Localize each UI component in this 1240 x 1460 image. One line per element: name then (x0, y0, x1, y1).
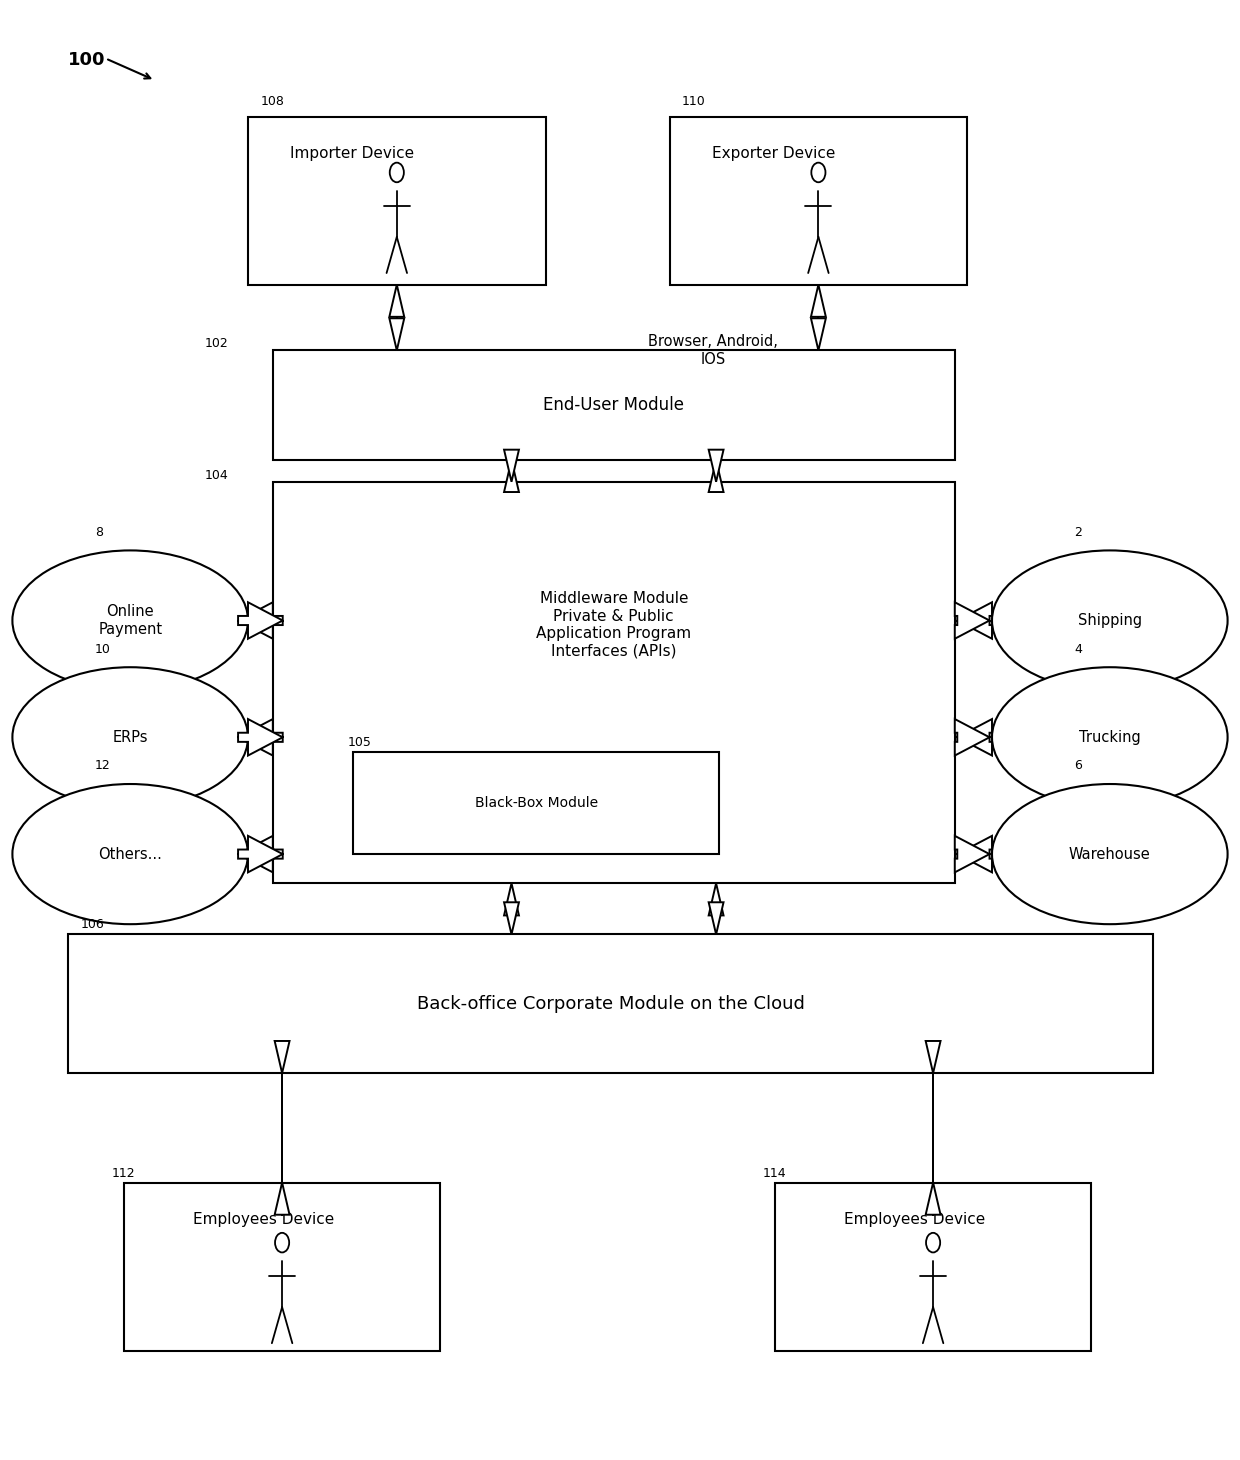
Text: Black-Box Module: Black-Box Module (475, 796, 598, 810)
Text: 108: 108 (260, 95, 284, 108)
Text: 6: 6 (1074, 759, 1083, 772)
FancyArrow shape (811, 285, 826, 317)
FancyArrow shape (709, 450, 724, 482)
Text: Exporter Device: Exporter Device (712, 146, 836, 161)
FancyArrow shape (925, 1041, 940, 1073)
Text: 8: 8 (94, 526, 103, 539)
FancyBboxPatch shape (670, 117, 967, 285)
FancyArrow shape (238, 835, 283, 873)
FancyArrow shape (955, 835, 990, 873)
FancyArrow shape (811, 318, 826, 350)
FancyArrow shape (238, 603, 283, 639)
Text: 10: 10 (94, 642, 110, 656)
FancyArrow shape (957, 835, 992, 873)
Text: 2: 2 (1074, 526, 1083, 539)
FancyArrow shape (503, 450, 518, 482)
FancyArrow shape (709, 460, 724, 492)
Text: 100: 100 (68, 51, 105, 69)
FancyArrow shape (275, 1041, 290, 1073)
FancyArrow shape (709, 883, 724, 915)
Text: Importer Device: Importer Device (290, 146, 414, 161)
Text: Trucking: Trucking (1079, 730, 1141, 745)
FancyArrow shape (957, 603, 992, 639)
Text: ERPs: ERPs (113, 730, 148, 745)
Text: Shipping: Shipping (1078, 613, 1142, 628)
Text: End-User Module: End-User Module (543, 396, 684, 415)
Ellipse shape (811, 162, 826, 182)
FancyArrow shape (238, 835, 283, 873)
Text: Online
Payment: Online Payment (98, 604, 162, 637)
Text: Employees Device: Employees Device (843, 1212, 985, 1226)
Text: 12: 12 (94, 759, 110, 772)
FancyArrow shape (955, 603, 990, 639)
FancyArrow shape (389, 285, 404, 317)
Text: Warehouse: Warehouse (1069, 847, 1151, 861)
Text: 110: 110 (682, 95, 706, 108)
FancyBboxPatch shape (353, 752, 719, 854)
Text: Browser, Android,
IOS: Browser, Android, IOS (649, 334, 777, 366)
FancyArrow shape (238, 603, 283, 639)
FancyArrow shape (503, 883, 518, 915)
Text: 112: 112 (112, 1167, 135, 1180)
FancyArrow shape (275, 1183, 290, 1215)
Text: Middleware Module
Private & Public
Application Program
Interfaces (APIs): Middleware Module Private & Public Appli… (536, 591, 692, 658)
FancyBboxPatch shape (273, 350, 955, 460)
FancyArrow shape (238, 720, 283, 756)
Text: Employees Device: Employees Device (192, 1212, 334, 1226)
FancyBboxPatch shape (124, 1183, 440, 1350)
Ellipse shape (275, 1232, 289, 1253)
FancyBboxPatch shape (68, 934, 1153, 1073)
Ellipse shape (12, 550, 248, 691)
Text: 4: 4 (1074, 642, 1083, 656)
FancyBboxPatch shape (775, 1183, 1091, 1350)
Text: Others...: Others... (98, 847, 162, 861)
Text: 114: 114 (763, 1167, 786, 1180)
Ellipse shape (992, 667, 1228, 807)
Text: 104: 104 (205, 469, 228, 482)
FancyArrow shape (925, 1183, 940, 1215)
FancyArrow shape (957, 720, 992, 756)
FancyArrow shape (503, 460, 518, 492)
Ellipse shape (389, 162, 404, 182)
Ellipse shape (992, 784, 1228, 924)
FancyArrow shape (955, 720, 990, 756)
FancyArrow shape (503, 902, 518, 934)
FancyArrow shape (389, 318, 404, 350)
Text: 102: 102 (205, 337, 228, 350)
Text: Back-office Corporate Module on the Cloud: Back-office Corporate Module on the Clou… (417, 994, 805, 1013)
FancyArrow shape (238, 720, 283, 756)
Ellipse shape (992, 550, 1228, 691)
FancyBboxPatch shape (273, 482, 955, 883)
FancyBboxPatch shape (248, 117, 546, 285)
Text: 106: 106 (81, 918, 104, 931)
FancyArrow shape (709, 902, 724, 934)
Ellipse shape (926, 1232, 940, 1253)
Ellipse shape (12, 667, 248, 807)
Ellipse shape (12, 784, 248, 924)
Text: 105: 105 (347, 736, 371, 749)
